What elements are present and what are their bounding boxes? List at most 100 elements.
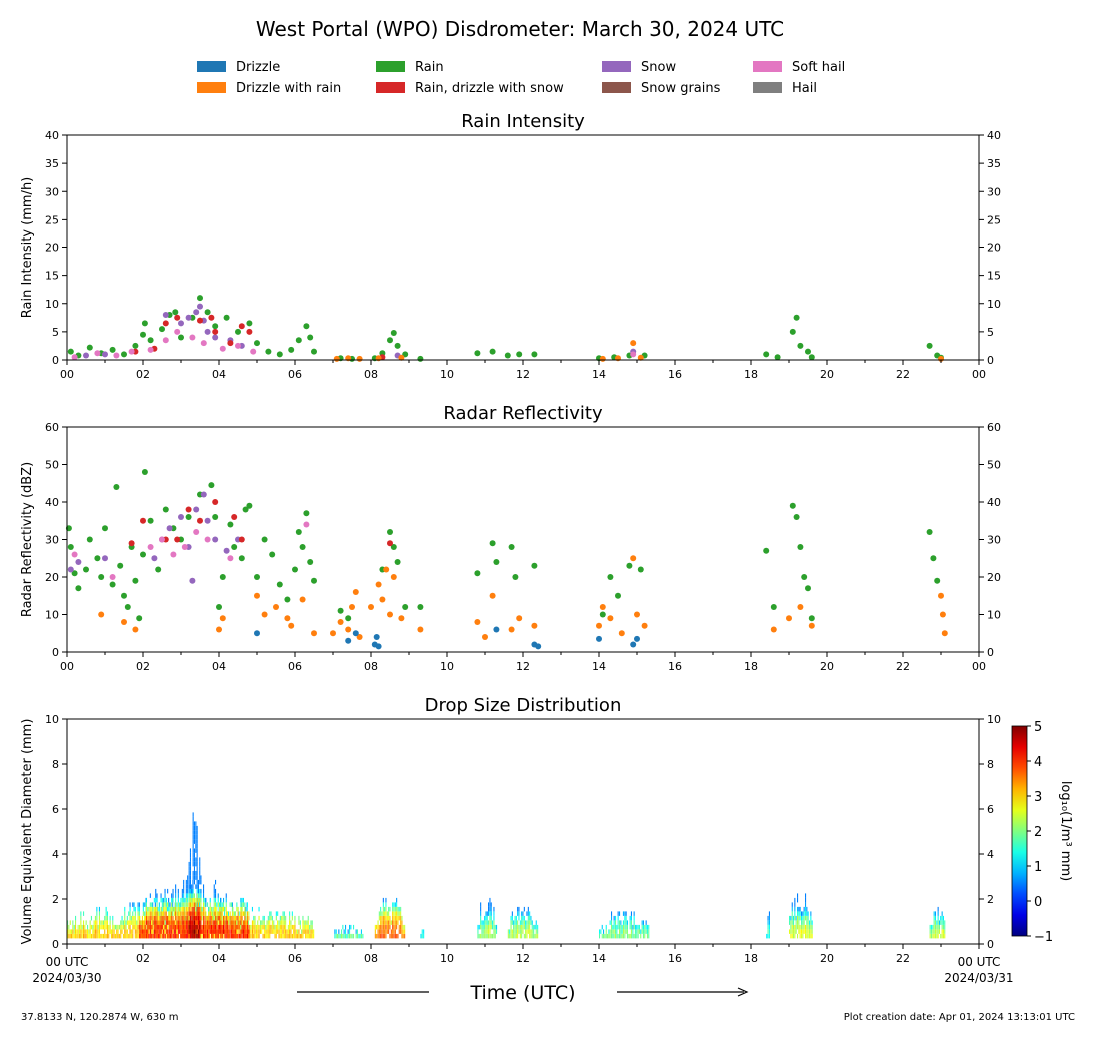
dsd-cell-1 (196, 920, 198, 925)
dsd-cell-1 (157, 920, 159, 925)
point-1-0-39 (284, 596, 291, 603)
dsd-cell-1 (171, 915, 173, 921)
dsd-cell-0 (83, 933, 85, 939)
dsd-cell-4 (380, 915, 382, 921)
dsd-cell-1 (219, 911, 221, 916)
dsd-cell-6 (496, 924, 498, 930)
dsd-cell-4 (393, 933, 395, 939)
dsd-cell-0 (169, 902, 171, 907)
dsd-cell-1 (169, 929, 171, 934)
point-1-4-0 (71, 551, 78, 558)
dsd-cell-0 (106, 924, 108, 930)
dsd-cell-8 (636, 933, 638, 939)
dsd-cell-7 (537, 924, 539, 930)
dsd-cell-10 (797, 897, 799, 903)
dsd-cell-1 (156, 915, 158, 921)
dsd-cell-10 (797, 933, 799, 939)
point-0-0-27 (307, 334, 314, 341)
dsd-cell-1 (148, 920, 150, 925)
dsd-cell-1 (183, 920, 185, 925)
point-1-0-60 (599, 611, 606, 618)
dsd-cell-1 (145, 897, 147, 903)
dsd-cell-4 (384, 920, 386, 925)
dsd-cell-0 (261, 920, 263, 925)
point-1-0-40 (292, 566, 298, 573)
dsd-cell-1 (149, 902, 151, 907)
dsd-cell-1 (181, 893, 183, 898)
dsd-cell-10 (797, 911, 799, 916)
dsd-cell-0 (237, 929, 239, 934)
dsd-cell-3 (343, 929, 345, 934)
dsd-cell-0 (130, 933, 132, 939)
dsd-cell-7 (531, 920, 533, 925)
point-0-0-37 (417, 355, 424, 362)
point-1-1-14 (345, 626, 352, 633)
dsd-cell-0 (310, 929, 312, 934)
dsd-cell-4 (394, 929, 396, 934)
dsd-cell-0 (313, 933, 315, 939)
dsd-cell-10 (799, 911, 801, 916)
dsd-cell-0 (307, 933, 309, 939)
dsd-cell-10 (802, 929, 804, 934)
dsd-cell-0 (282, 933, 284, 939)
dsd-cell-1 (223, 929, 225, 934)
dsd-cell-1 (163, 920, 165, 925)
dsd-cell-7 (530, 933, 532, 939)
dsd-cell-8 (638, 924, 640, 930)
dsd-cell-1 (221, 924, 223, 930)
dsd-cell-11 (934, 933, 936, 939)
x-tick-label-2-2: 02 (136, 952, 150, 965)
dsd-cell-4 (382, 920, 384, 925)
dsd-cell-4 (400, 915, 402, 921)
dsd-cell-11 (941, 924, 943, 930)
point-1-1-40 (786, 615, 792, 622)
dsd-cell-2 (197, 893, 199, 898)
dsd-cell-2 (196, 843, 198, 849)
dsd-cell-4 (390, 929, 392, 934)
y-tick-label-right-2-0: 0 (987, 938, 994, 951)
dsd-cell-11 (932, 924, 934, 930)
dsd-cell-1 (159, 911, 161, 916)
dsd-cell-2 (189, 884, 191, 889)
dsd-cell-0 (96, 911, 98, 916)
dsd-cell-6 (488, 929, 490, 934)
dsd-cell-4 (378, 933, 380, 939)
dsd-cell-0 (286, 933, 288, 939)
dsd-cell-7 (510, 929, 512, 934)
dsd-cell-11 (937, 924, 939, 930)
dsd-cell-1 (203, 915, 205, 921)
dsd-cell-2 (192, 857, 194, 862)
point-1-0-36 (261, 536, 268, 543)
dsd-cell-0 (136, 933, 138, 939)
dsd-cell-0 (303, 924, 305, 930)
dsd-cell-1 (177, 933, 179, 939)
dsd-cell-7 (525, 933, 527, 939)
dsd-cell-1 (183, 933, 185, 939)
dsd-cell-1 (161, 911, 163, 916)
x-tick-label-0-14: 14 (592, 368, 606, 381)
dsd-cell-4 (385, 911, 387, 916)
dsd-cell-1 (165, 906, 167, 912)
point-1-2-3 (151, 555, 158, 562)
legend-swatch-2 (376, 61, 405, 72)
dsd-cell-10 (801, 924, 803, 930)
dsd-cell-0 (168, 897, 170, 903)
dsd-cell-8 (616, 924, 618, 930)
dsd-cell-1 (180, 933, 182, 939)
point-1-0-29 (219, 574, 226, 580)
dsd-cell-11 (934, 915, 936, 921)
dsd-cell-10 (802, 915, 804, 921)
dsd-cell-1 (219, 920, 221, 925)
dsd-cell-0 (122, 920, 124, 925)
dsd-cell-7 (510, 933, 512, 939)
dsd-cell-1 (148, 915, 150, 921)
dsd-cell-6 (485, 920, 487, 925)
dsd-cell-1 (141, 915, 143, 921)
dsd-cell-1 (161, 902, 163, 907)
dsd-cell-0 (89, 929, 91, 934)
dsd-cell-10 (794, 897, 796, 903)
dsd-cell-1 (139, 929, 141, 934)
dsd-cell-0 (174, 920, 176, 925)
dsd-cell-0 (98, 911, 100, 916)
dsd-cell-0 (93, 929, 95, 934)
